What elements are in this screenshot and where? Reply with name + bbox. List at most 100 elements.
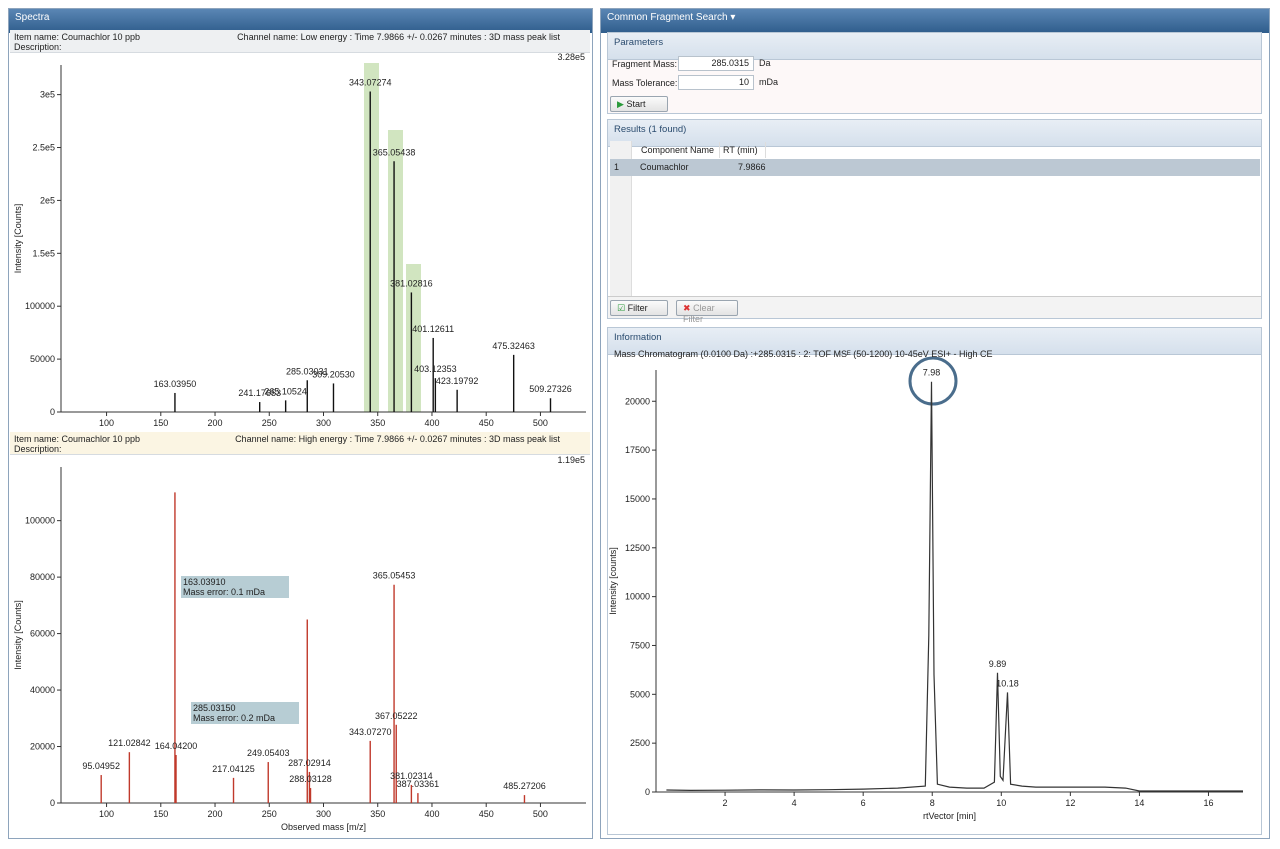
annotation-note: Mass error: 0.2 mDa: [193, 713, 275, 723]
parameters-section: Parameters Fragment Mass: 285.0315 Da Ma…: [607, 32, 1262, 114]
x-axis-label: Observed mass [m/z]: [281, 822, 366, 832]
column-header[interactable]: Component Name: [638, 142, 720, 158]
x-tick-label: 250: [262, 418, 277, 428]
highlight-band: [364, 63, 379, 412]
x-tick-label: 200: [208, 418, 223, 428]
y-tick-label: 15000: [625, 494, 650, 504]
chart-title: Mass Chromatogram (0.0100 Da) :+285.0315…: [614, 349, 993, 359]
button-label[interactable]: Start: [626, 99, 646, 109]
section-title: Results (1 found): [614, 124, 687, 135]
label: Mass Tolerance:: [612, 78, 678, 88]
y-tick-label: 1.5e5: [32, 248, 55, 258]
peak-label: 387.03361: [397, 779, 440, 789]
x-tick-label: 100: [99, 418, 114, 428]
max-label: 1.19e5: [557, 455, 585, 465]
peak-label: 343.07270: [349, 727, 392, 737]
peak-highlight: [908, 356, 958, 406]
start-button[interactable]: ▶ Start: [610, 96, 668, 112]
x-tick-label: 450: [479, 809, 494, 819]
clear-filter-button[interactable]: ✖ Clear Filter: [676, 300, 738, 324]
filter-button[interactable]: ☑ Filter: [610, 300, 668, 316]
highlight-band: [406, 264, 421, 412]
peak-label: 163.03950: [154, 379, 197, 389]
x-tick-label: 14: [1134, 798, 1144, 808]
y-tick-label: 17500: [625, 445, 650, 455]
annotation-box: [181, 576, 289, 598]
y-tick-label: 50000: [30, 354, 55, 364]
x-tick-label: 10: [996, 798, 1006, 808]
x-tick-label: 500: [533, 418, 548, 428]
y-tick-label: 2.5e5: [32, 143, 55, 153]
peak-label: 9.89: [989, 659, 1007, 669]
max-label: 3.28e5: [557, 52, 585, 62]
information-section: Information: [607, 327, 1262, 835]
description: Description:: [14, 444, 62, 454]
fragment-mass-input[interactable]: 285.0315: [678, 56, 754, 71]
peak-label: 309.20530: [312, 369, 355, 379]
peak-label: 241.17653: [238, 388, 281, 398]
button-label[interactable]: Filter: [627, 303, 648, 313]
peak-label: 509.27326: [529, 384, 572, 394]
y-tick-label: 2500: [630, 738, 650, 748]
x-tick-label: 12: [1065, 798, 1075, 808]
x-tick-label: 350: [370, 809, 385, 819]
x-tick-label: 150: [153, 418, 168, 428]
peak-label: 7.98: [923, 368, 941, 378]
peak-label: 401.12611: [412, 324, 454, 334]
y-axis-label: Intensity [Counts]: [13, 204, 23, 274]
item-name: Item name: Coumachlor 10 ppb: [14, 32, 141, 42]
button-label[interactable]: Clear Filter: [683, 303, 715, 324]
toolbar: [608, 296, 1261, 318]
section-header: Information: [608, 328, 1261, 355]
peak-label: 95.04952: [82, 761, 120, 771]
item-name: Item name: Coumachlor 10 ppb: [14, 434, 141, 444]
y-tick-label: 20000: [30, 742, 55, 752]
peak-label: 10.18: [996, 678, 1019, 688]
search-titlebar[interactable]: Common Fragment Search ▾: [601, 9, 1269, 33]
results-section: Results (1 found) Component Name RT (min…: [607, 119, 1262, 324]
peak-label: 287.02914: [288, 758, 331, 768]
y-tick-label: 100000: [25, 516, 55, 526]
x-tick-label: 150: [153, 809, 168, 819]
column-header[interactable]: RT (min): [720, 142, 766, 158]
row-header: [610, 141, 632, 296]
annotation-note: Mass error: 0.1 mDa: [183, 587, 265, 597]
peak-label: 423.19792: [436, 376, 479, 386]
channel-name: Channel name: Low energy : Time 7.9866 +…: [237, 32, 560, 42]
y-tick-label: 20000: [625, 396, 650, 406]
x-tick-label: 400: [424, 809, 439, 819]
unit: Da: [759, 58, 771, 68]
x-tick-label: 350: [370, 418, 385, 428]
low-info: Item name: Coumachlor 10 ppb Channel nam…: [10, 30, 590, 53]
x-tick-label: 300: [316, 809, 331, 819]
y-tick-label: 60000: [30, 629, 55, 639]
panel-title[interactable]: Common Fragment Search: [607, 12, 728, 23]
peak-label: 365.05453: [373, 571, 416, 581]
x-axis-label: rtVector [min]: [923, 811, 976, 821]
section-title: Information: [614, 332, 662, 343]
y-axis-label: Intensity [counts]: [608, 547, 618, 615]
peak-label: 265.10524: [264, 386, 307, 396]
y-tick-label: 2e5: [40, 195, 55, 205]
y-tick-label: 12500: [625, 543, 650, 553]
y-tick-label: 3e5: [40, 90, 55, 100]
table-row[interactable]: [610, 159, 1260, 176]
peak-label: 485.27206: [503, 781, 546, 791]
peak-label: 365.05438: [373, 147, 416, 157]
tolerance-input[interactable]: 10: [678, 75, 754, 90]
y-tick-label: 10000: [625, 592, 650, 602]
y-tick-label: 100000: [25, 301, 55, 311]
peak-label: 217.04125: [212, 764, 255, 774]
channel-name: Channel name: High energy : Time 7.9866 …: [235, 434, 560, 444]
x-tick-label: 450: [479, 418, 494, 428]
annotation-peak: 163.03910: [183, 577, 226, 587]
y-tick-label: 0: [50, 407, 55, 417]
unit: mDa: [759, 77, 779, 87]
annotation-box: [191, 702, 299, 724]
y-tick-label: 0: [645, 787, 650, 797]
section-title: Parameters: [614, 37, 664, 48]
x-tick-label: 100: [99, 809, 114, 819]
peak-label: 164.04200: [155, 741, 198, 751]
y-axis-label: Intensity [Counts]: [13, 600, 23, 670]
peak-label: 121.02842: [108, 738, 151, 748]
